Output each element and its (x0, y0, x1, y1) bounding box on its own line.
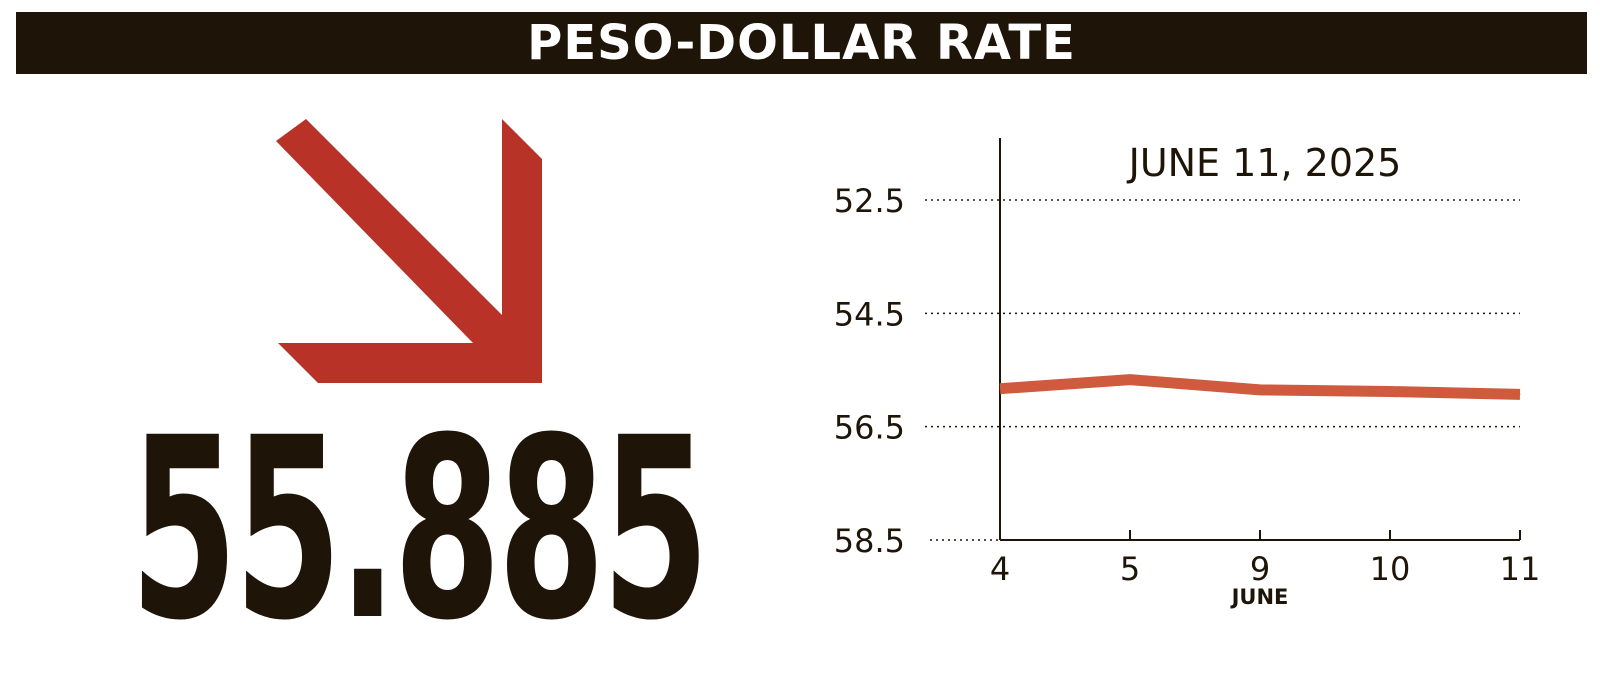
x-tick-label: 4 (990, 550, 1010, 588)
series-lines (999, 374, 1521, 400)
chart-title: JUNE 11, 2025 (1127, 141, 1402, 185)
y-tick-labels: 52.5 54.5 56.5 58.5 (834, 182, 905, 560)
x-tick-label: 10 (1370, 550, 1411, 588)
x-axis-label: JUNE (1230, 585, 1289, 609)
x-tick-label: 11 (1500, 550, 1541, 588)
down-arrow-icon (276, 119, 542, 383)
page-title: PESO-DOLLAR RATE (527, 15, 1076, 71)
line-chart: 52.5 54.5 56.5 58.5 4 5 9 10 11 JUNE 11, 2025 J… (834, 138, 1541, 609)
x-tick-label: 5 (1120, 550, 1140, 588)
data-point (1389, 391, 1391, 393)
series-line (999, 374, 1521, 400)
y-tick-label: 54.5 (834, 295, 905, 333)
rate-value: 55.885 (130, 384, 710, 675)
data-point (1259, 389, 1261, 391)
down-arrow-shape (276, 119, 542, 383)
y-tick-label: 52.5 (834, 182, 905, 220)
data-point (999, 388, 1001, 390)
y-tick-label: 56.5 (834, 409, 905, 447)
x-tick-label: 9 (1250, 550, 1270, 588)
y-tick-label: 58.5 (834, 522, 905, 560)
x-tick-labels: 4 5 9 10 11 (990, 530, 1541, 588)
chart-grid (925, 199, 1520, 541)
title-bar: PESO-DOLLAR RATE (16, 12, 1587, 74)
data-point (1519, 393, 1521, 395)
data-point (1129, 379, 1131, 381)
